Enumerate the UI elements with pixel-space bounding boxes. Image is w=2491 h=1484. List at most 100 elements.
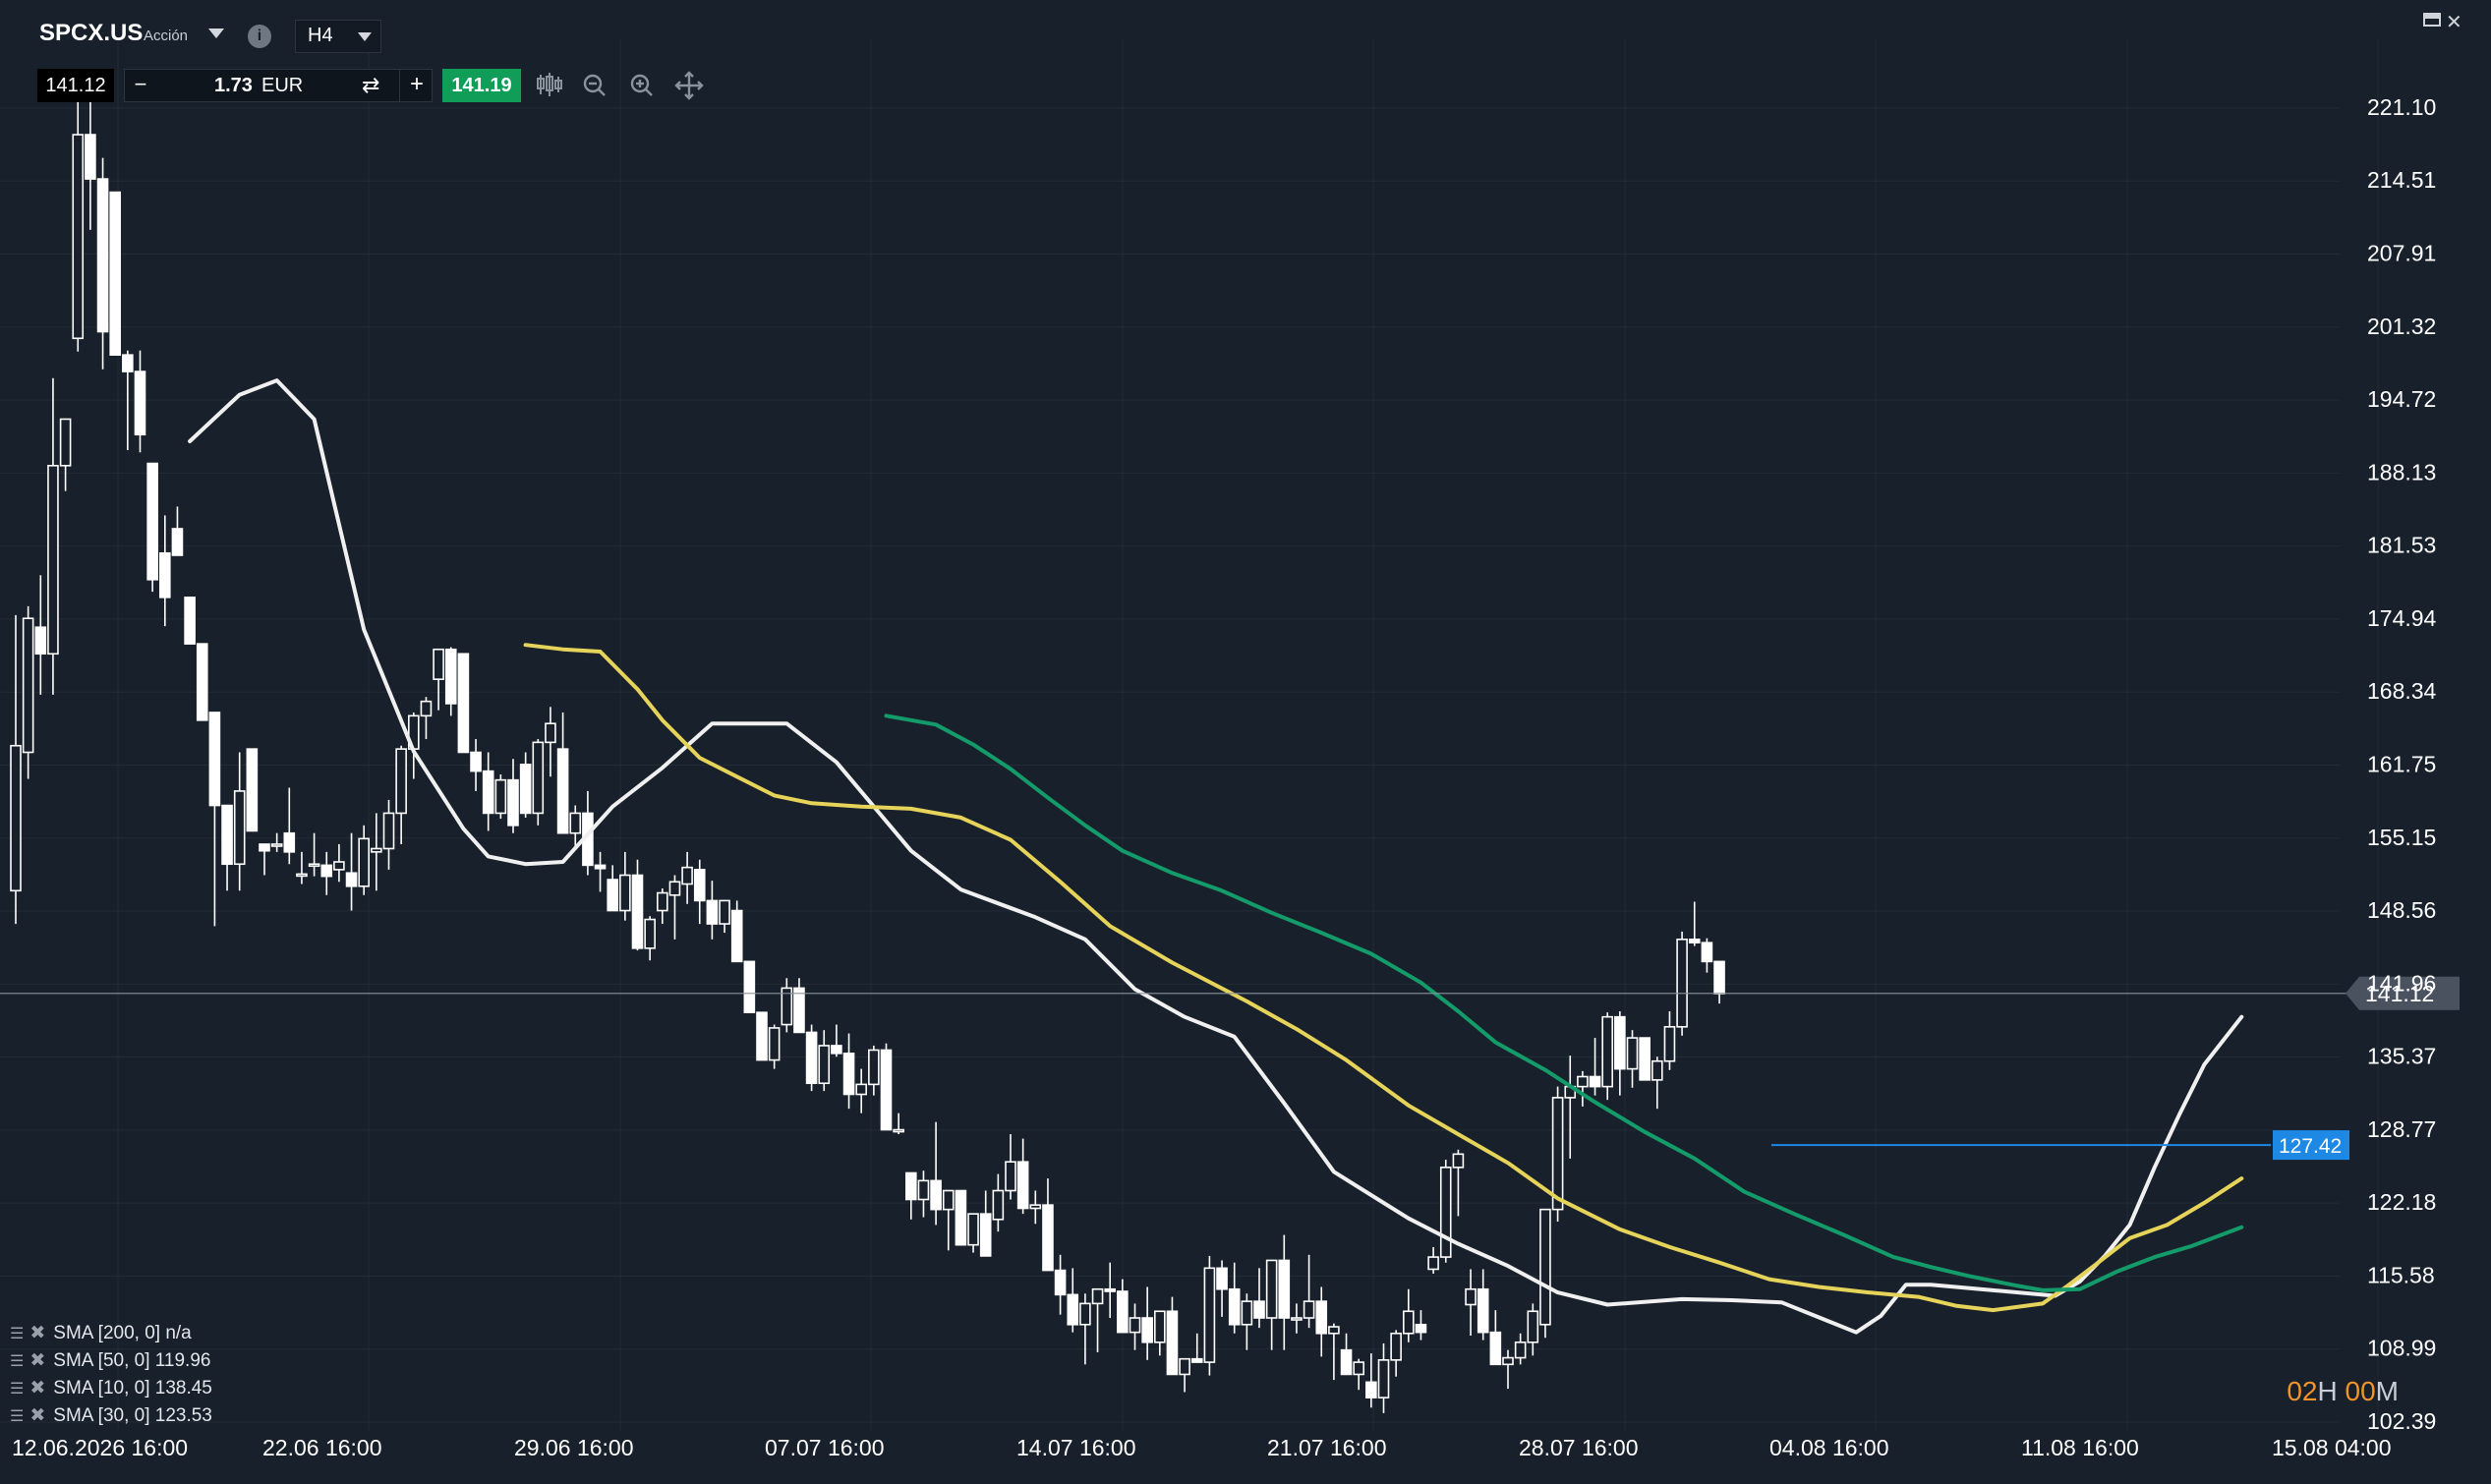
candle[interactable] — [719, 899, 730, 934]
candle[interactable] — [756, 1011, 768, 1061]
zoom-in-icon[interactable] — [625, 69, 659, 102]
candle[interactable] — [1315, 1286, 1328, 1357]
candle[interactable] — [1489, 1310, 1502, 1366]
candle[interactable] — [1291, 1303, 1303, 1334]
candle[interactable] — [1502, 1349, 1514, 1390]
candle[interactable] — [831, 1024, 842, 1057]
settings-icon[interactable]: ☰ — [10, 1408, 25, 1425]
candle[interactable] — [693, 859, 706, 925]
candle[interactable] — [34, 575, 47, 695]
crosshair-icon[interactable] — [672, 69, 706, 102]
candle[interactable] — [1265, 1259, 1278, 1350]
candle[interactable] — [296, 851, 308, 885]
candle[interactable] — [904, 1171, 917, 1220]
candle[interactable] — [59, 418, 72, 491]
candle[interactable] — [1403, 1288, 1415, 1342]
candle[interactable] — [184, 597, 196, 645]
remove-icon[interactable]: ✖ — [29, 1350, 46, 1371]
candle[interactable] — [1005, 1134, 1016, 1200]
candle[interactable] — [320, 851, 333, 895]
candle[interactable] — [631, 859, 644, 951]
candle[interactable] — [333, 843, 345, 883]
chevron-down-icon[interactable] — [358, 32, 372, 41]
candle[interactable] — [196, 643, 208, 721]
candle[interactable] — [1377, 1342, 1390, 1413]
candle[interactable] — [668, 875, 681, 940]
candle[interactable] — [1577, 1070, 1589, 1107]
candle[interactable] — [1465, 1269, 1477, 1337]
candle[interactable] — [1203, 1255, 1216, 1376]
candle[interactable] — [868, 1045, 880, 1096]
candle[interactable] — [433, 648, 444, 711]
close-button[interactable]: ✕ — [2446, 12, 2462, 33]
candle[interactable] — [208, 712, 221, 927]
candle[interactable] — [159, 515, 171, 627]
candle[interactable] — [1166, 1296, 1179, 1376]
candle[interactable] — [72, 77, 85, 352]
candle[interactable] — [283, 787, 296, 865]
settings-icon[interactable]: ☰ — [10, 1381, 25, 1398]
candle[interactable] — [955, 1189, 967, 1246]
candle[interactable] — [47, 377, 59, 695]
candle[interactable] — [1016, 1138, 1029, 1215]
candle[interactable] — [1228, 1262, 1241, 1334]
candle[interactable] — [893, 1113, 904, 1135]
candle[interactable] — [371, 813, 382, 891]
candle[interactable] — [444, 647, 457, 716]
candle[interactable] — [96, 157, 109, 370]
candle[interactable] — [1514, 1333, 1527, 1365]
candle[interactable] — [85, 83, 96, 230]
candle[interactable] — [22, 605, 34, 779]
candle[interactable] — [992, 1173, 1005, 1232]
candle[interactable] — [594, 851, 607, 892]
remove-icon[interactable]: ✖ — [29, 1378, 46, 1398]
candle[interactable] — [1067, 1268, 1079, 1333]
candle[interactable] — [1427, 1246, 1439, 1274]
candle[interactable] — [1303, 1254, 1315, 1329]
candle[interactable] — [1190, 1333, 1203, 1363]
candle[interactable] — [482, 752, 494, 831]
chart-type-icon[interactable] — [533, 69, 566, 102]
candle[interactable] — [1701, 938, 1713, 973]
candle[interactable] — [930, 1121, 942, 1226]
minimize-icon[interactable] — [2422, 10, 2442, 35]
candle[interactable] — [793, 978, 805, 1034]
candle[interactable] — [855, 1068, 868, 1113]
candle[interactable] — [917, 1170, 930, 1218]
candle[interactable] — [768, 1024, 781, 1069]
candle[interactable] — [842, 1033, 855, 1110]
candle[interactable] — [967, 1213, 979, 1253]
candle[interactable] — [270, 832, 283, 852]
candle[interactable] — [1651, 1056, 1663, 1110]
candle[interactable] — [1626, 1030, 1639, 1088]
quantity-value[interactable]: 1.73 — [214, 75, 253, 96]
candle[interactable] — [1091, 1287, 1104, 1352]
symbol-dropdown-icon[interactable] — [208, 29, 224, 38]
candle[interactable] — [1452, 1149, 1465, 1217]
candle[interactable] — [1527, 1303, 1539, 1356]
candle[interactable] — [979, 1190, 992, 1257]
candle[interactable] — [1079, 1293, 1091, 1365]
candle[interactable] — [781, 978, 793, 1033]
candle[interactable] — [706, 881, 719, 940]
candle[interactable] — [1141, 1286, 1153, 1360]
candle[interactable] — [556, 712, 569, 834]
info-icon[interactable]: i — [248, 25, 271, 48]
candle[interactable] — [246, 748, 259, 832]
candle[interactable] — [221, 804, 233, 891]
candle[interactable] — [607, 865, 619, 912]
sma-line[interactable] — [523, 643, 2244, 1313]
remove-icon[interactable]: ✖ — [29, 1323, 46, 1343]
zoom-out-icon[interactable] — [578, 69, 611, 102]
candle[interactable] — [1564, 1056, 1577, 1159]
candle[interactable] — [1340, 1333, 1353, 1376]
candle[interactable] — [818, 1030, 831, 1092]
candle[interactable] — [171, 506, 184, 556]
candle[interactable] — [395, 745, 407, 844]
candle[interactable] — [1154, 1310, 1166, 1356]
candle[interactable] — [1054, 1254, 1067, 1315]
candle[interactable] — [681, 851, 693, 904]
candle[interactable] — [109, 191, 121, 356]
candle[interactable] — [494, 774, 507, 820]
candle[interactable] — [1415, 1310, 1427, 1341]
